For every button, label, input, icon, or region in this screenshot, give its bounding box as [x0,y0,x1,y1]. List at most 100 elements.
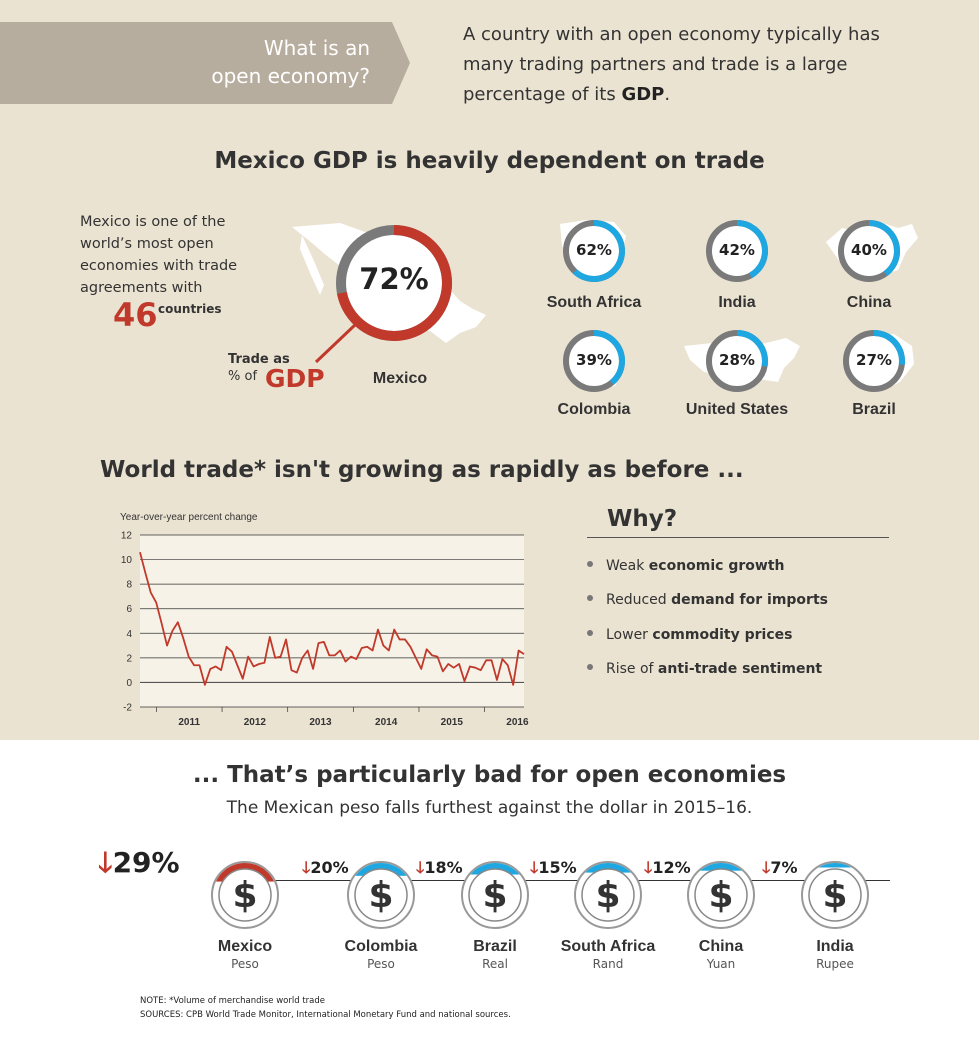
coin-inner [694,868,748,922]
donut-slice [873,330,905,365]
donut-slice [593,330,625,385]
donut-hole [842,224,896,278]
donut-slice [736,220,768,279]
dollar-coin-icon: $ [801,861,869,929]
bullet-icon [587,664,593,670]
reason-item: Weak economic growth [587,558,784,574]
donut-slice [868,220,900,277]
country-donut [843,330,905,392]
reason-item: Lower commodity prices [587,627,792,643]
dollar-coin-icon: $ [347,861,415,929]
currency-name-label: Rand [592,957,624,971]
x-tick-label: 2012 [244,717,267,728]
dollar-sign-icon: $ [482,875,507,916]
country-label: South Africa [546,294,642,311]
y-tick-label: 12 [121,531,133,542]
decline-value: 29% [112,846,180,879]
intro-body: A country with an open economy typically… [463,24,880,105]
dollar-sign-icon: $ [595,875,620,916]
x-tick-label: 2014 [375,717,398,728]
banner: What is an open economy? [0,22,410,104]
decline-label: 🡓12% [644,857,691,884]
section3-title: ... That’s particularly bad for open eco… [192,762,787,788]
down-arrow-icon: 🡓 [762,858,771,877]
dollar-sign-icon: $ [368,875,393,916]
dollar-coin-icon: $ [687,861,755,929]
currency-country-label: Mexico [217,938,273,955]
reason-text: Reduced [606,592,672,608]
down-arrow-icon: 🡓 [98,846,113,879]
dollar-coin-icon: $ [211,861,279,929]
banner-title-line1: What is an [263,36,370,60]
reason-bold: anti-trade sentiment [657,661,823,677]
coin-inner [218,868,272,922]
mexico-description: Mexico is one of the world’s most open e… [80,214,238,296]
country-donut [706,330,768,392]
decline-value: 18% [424,858,463,877]
donut-hole [847,334,901,388]
agreements-count: 46 [113,296,158,334]
decline-value: 12% [652,858,691,877]
currency-name-label: Yuan [706,957,736,971]
decline-value: 15% [538,858,577,877]
reason-text: Rise of [606,661,658,677]
decline-value: 20% [310,858,349,877]
section1-title: Mexico GDP is heavily dependent on trade [214,148,765,174]
reason-bold: economic growth [648,558,785,574]
decline-label: 🡓20% [302,857,349,884]
coin-inner [468,868,522,922]
gdp-label: GDP [265,364,325,393]
intro-text: A country with an open economy typically… [463,20,883,110]
banner-title: What is an open economy? [110,34,370,90]
section2-title: World trade* isn't growing as rapidly as… [100,457,744,483]
mexico-label: Mexico [372,370,428,387]
y-axis-label: Year-over-year percent change [120,512,258,523]
country-pct-label: 27% [856,351,892,369]
dollar-sign-icon: $ [822,875,847,916]
country-label: Brazil [852,401,896,418]
country-label: United States [685,401,789,418]
x-tick-label: 2016 [506,717,529,728]
currency-name-label: Peso [367,957,395,971]
pointer-line [314,322,358,364]
country-donut [563,220,625,282]
trade-as-label: Trade as % of [228,351,290,385]
donut-slice-mexico [337,225,452,341]
reason-text: Weak [606,558,649,574]
note-text: NOTE: *Volume of merchandise world trade [140,996,325,1006]
decline-label: 🡓7% [762,857,798,884]
donut-slice [736,330,768,367]
reason-bold: demand for imports [671,592,828,608]
x-tick-label: 2013 [309,717,332,728]
intro-bold: GDP [621,84,665,105]
dollar-sign-icon: $ [708,875,733,916]
currency-name-label: Peso [231,957,259,971]
currency-name-label: Real [482,957,508,971]
y-tick-label: 0 [126,678,132,689]
coin-fill [803,863,867,868]
country-pct-label: 28% [719,351,755,369]
y-tick-label: 10 [121,555,133,566]
series-line-world-trade [139,551,525,686]
y-tick-label: -2 [123,703,132,714]
currency-country-label: Brazil [473,938,517,955]
dollar-coin-icon: $ [461,861,529,929]
country-label: Colombia [557,401,631,418]
y-tick-label: 4 [126,629,132,640]
y-tick-label: 8 [126,580,132,591]
reason-item: Reduced demand for imports [587,592,828,608]
banner-arrow-shape [0,22,410,104]
country-donut [838,220,900,282]
x-tick-label: 2015 [441,717,464,728]
agreements-count-label: countries [158,302,222,316]
country-pct-label: 42% [719,241,755,259]
currency-country-label: Colombia [344,938,418,955]
country-pct-label: 62% [576,241,612,259]
why-divider [587,537,889,538]
donut-hole [710,334,764,388]
reason-item: Rise of anti-trade sentiment [587,661,822,677]
country-pct-label: 40% [851,241,887,259]
reason-text: Lower [606,627,653,643]
currency-country-label: China [698,938,744,955]
country-label: China [846,294,892,311]
